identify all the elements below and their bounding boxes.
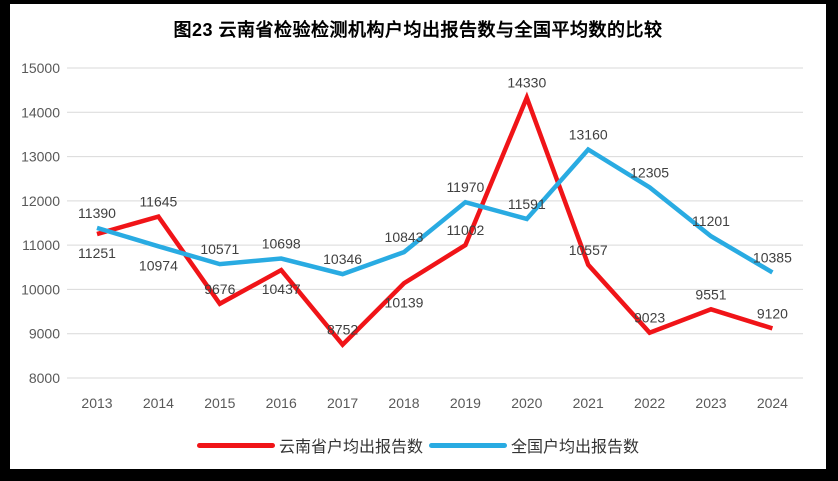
x-axis-tick-label: 2013 bbox=[81, 395, 112, 411]
data-label-yunnan-2019: 11002 bbox=[446, 222, 484, 238]
y-axis-tick-label: 14000 bbox=[21, 104, 60, 120]
x-axis-tick-label: 2022 bbox=[634, 395, 665, 411]
x-axis-tick-label: 2014 bbox=[143, 395, 174, 411]
data-label-national-2020: 11591 bbox=[508, 196, 546, 212]
x-axis-tick-label: 2018 bbox=[388, 395, 419, 411]
series-line-yunnan bbox=[96, 91, 774, 349]
y-axis-tick-label: 11000 bbox=[22, 237, 60, 253]
data-label-national-2015: 10571 bbox=[200, 241, 239, 257]
data-label-national-2023: 11201 bbox=[692, 213, 730, 229]
legend-item-national: 全国户均出报告数 bbox=[429, 433, 639, 457]
x-axis-tick-label: 2016 bbox=[266, 395, 297, 411]
y-axis-tick-label: 10000 bbox=[21, 281, 60, 297]
data-label-national-2024: 10385 bbox=[753, 249, 792, 265]
y-axis-tick-label: 12000 bbox=[21, 193, 60, 209]
y-axis-tick-label: 13000 bbox=[21, 149, 60, 165]
x-axis-tick-label: 2024 bbox=[757, 395, 788, 411]
chart-title: 图23 云南省检验检测机构户均出报告数与全国平均数的比较 bbox=[173, 20, 663, 40]
line-chart: 8000 9000 10000 11000 12000 13000 14000 15000 20… bbox=[21, 60, 803, 411]
data-label-national-2022: 12305 bbox=[630, 164, 669, 180]
x-axis-tick-label: 2015 bbox=[204, 395, 235, 411]
data-label-yunnan-2013: 11251 bbox=[78, 245, 116, 261]
legend-swatch-national-icon bbox=[429, 442, 507, 448]
data-label-yunnan-2014: 11645 bbox=[139, 194, 177, 210]
data-label-yunnan-2024: 9120 bbox=[757, 305, 788, 321]
x-axis-tick-label: 2021 bbox=[573, 395, 604, 411]
data-label-yunnan-2023: 9551 bbox=[695, 286, 726, 302]
legend-item-yunnan: 云南省户均出报告数 bbox=[196, 433, 423, 457]
data-label-national-2017: 10346 bbox=[323, 251, 362, 267]
x-axis-tick-label: 2017 bbox=[327, 395, 358, 411]
x-axis-tick-label: 2019 bbox=[450, 395, 481, 411]
data-label-national-2021: 13160 bbox=[569, 126, 608, 142]
y-axis-tick-label: 15000 bbox=[21, 60, 60, 76]
x-axis-tick-label: 2020 bbox=[511, 395, 542, 411]
legend-label-national: 全国户均出报告数 bbox=[511, 439, 640, 456]
legend-swatch-yunnan-icon bbox=[196, 442, 275, 448]
data-label-yunnan-2017: 8752 bbox=[327, 322, 358, 338]
chart-legend: 云南省户均出报告数 全国户均出报告数 bbox=[10, 433, 826, 457]
data-label-yunnan-2022: 9023 bbox=[634, 310, 665, 326]
y-axis-tick-label: 9000 bbox=[29, 326, 60, 342]
data-label-yunnan-2018: 10139 bbox=[385, 294, 424, 310]
data-label-yunnan-2020: 14330 bbox=[507, 75, 546, 91]
data-label-yunnan-2021: 10557 bbox=[569, 242, 608, 258]
data-label-yunnan-2015: 9676 bbox=[204, 281, 235, 297]
data-label-national-2019: 11970 bbox=[446, 179, 484, 195]
data-label-national-2016: 10698 bbox=[262, 236, 301, 252]
chart-area: 图23 云南省检验检测机构户均出报告数与全国平均数的比较 8000 9000 100… bbox=[10, 4, 826, 469]
data-label-national-2014: 10974 bbox=[139, 257, 178, 273]
data-label-national-2013: 11390 bbox=[78, 205, 116, 221]
y-axis-tick-label: 8000 bbox=[29, 370, 60, 386]
x-axis-tick-label: 2023 bbox=[695, 395, 726, 411]
data-label-yunnan-2016: 10437 bbox=[262, 281, 301, 297]
data-label-national-2018: 10843 bbox=[385, 229, 424, 245]
legend-label-yunnan: 云南省户均出报告数 bbox=[278, 439, 423, 456]
series-line-national bbox=[96, 146, 774, 277]
